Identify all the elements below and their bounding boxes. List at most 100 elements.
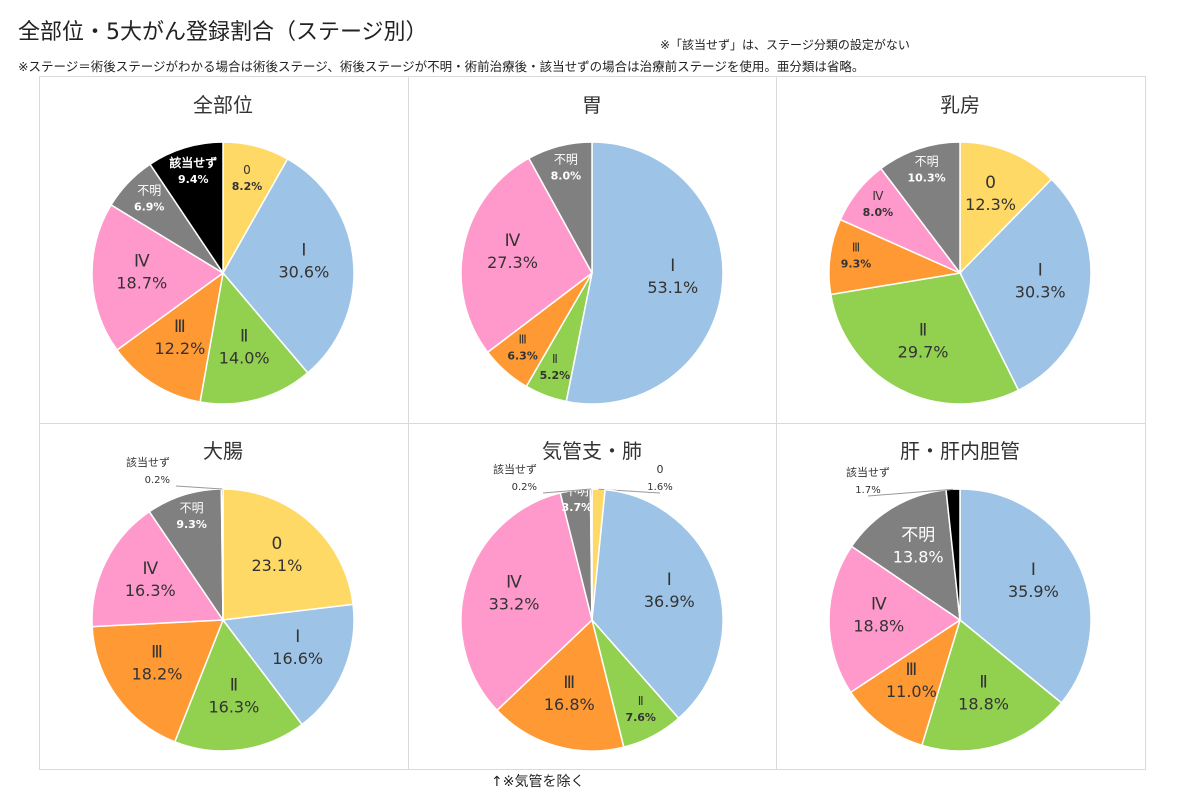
pie-slice-iii xyxy=(828,218,963,296)
slice-value-label: 23.1% xyxy=(251,556,302,575)
pie-slice-iv xyxy=(460,157,593,354)
chart-title: 肝・肝内胆管 xyxy=(900,439,1020,463)
pie-slice-i xyxy=(591,488,724,720)
slice-label: Ⅲ xyxy=(563,673,575,693)
slice-label: Ⅰ xyxy=(1038,261,1043,281)
slice-value-label: 3.7% xyxy=(562,501,593,514)
pie-slice-na xyxy=(149,141,224,276)
pie-slice-iii xyxy=(115,271,225,403)
slice-value-label: 12.3% xyxy=(965,195,1016,214)
slice-label: 不明 xyxy=(180,501,204,515)
slice-label: Ⅳ xyxy=(142,559,158,579)
slice-label: Ⅱ xyxy=(638,694,644,708)
slice-value-label: 6.9% xyxy=(134,200,165,213)
pie-slice-ii xyxy=(199,271,309,405)
pie-slice-iv xyxy=(828,545,962,694)
slice-value-label: 5.2% xyxy=(540,369,571,382)
slice-label: Ⅰ xyxy=(1031,560,1036,580)
pie-slice-0 xyxy=(222,488,354,621)
slice-label: Ⅲ xyxy=(174,317,186,337)
slice-value-label: 18.7% xyxy=(116,273,167,292)
slice-value-label: 36.9% xyxy=(644,592,695,611)
slice-value-label: 1.7% xyxy=(855,485,880,496)
slice-value-label: 8.2% xyxy=(232,180,263,193)
slice-label: 不明 xyxy=(554,153,578,167)
pie-slice-iv xyxy=(91,510,225,628)
slice-value-label: 18.8% xyxy=(958,695,1009,714)
slice-value-label: 30.6% xyxy=(278,262,329,281)
slice-value-label: 9.3% xyxy=(841,258,872,271)
slice-label: 不明 xyxy=(915,155,939,169)
slice-value-label: 18.2% xyxy=(132,664,183,683)
slice-value-label: 6.3% xyxy=(507,350,538,363)
slice-value-label: 27.3% xyxy=(487,253,538,272)
slice-label: Ⅰ xyxy=(667,570,672,590)
slice-value-label: 11.0% xyxy=(886,682,937,701)
slice-value-label: 53.1% xyxy=(647,278,698,297)
slice-value-label: 9.3% xyxy=(176,518,207,531)
pie-slice-ii xyxy=(173,618,304,752)
pie-chart-5: 気管支・肺 0 1.6% Ⅰ 36.9% Ⅱ 7.6% Ⅲ 16.8% Ⅳ 33.2% 不明 3.7% 該… xyxy=(460,439,724,752)
slice-label: Ⅳ xyxy=(872,189,883,203)
slice-value-label: 33.2% xyxy=(489,594,540,613)
slice-value-label: 18.8% xyxy=(853,617,904,636)
slice-label: 不明 xyxy=(565,484,589,498)
na-definition-note: ※「該当せず」は、ステージ分類の設定がない xyxy=(660,38,910,52)
chart-title: 全部位 xyxy=(193,93,253,117)
slice-label: 該当せず xyxy=(493,462,537,476)
grid-divider-horizontal xyxy=(40,423,1145,424)
chart-grid xyxy=(39,76,1146,770)
pie-slice-unknown xyxy=(879,141,961,276)
slice-label: Ⅱ xyxy=(240,326,248,346)
slice-label: Ⅰ xyxy=(301,240,306,260)
leader-line xyxy=(175,485,223,490)
slice-value-label: 29.7% xyxy=(898,342,949,361)
pie-chart-2: 胃 Ⅰ 53.1% Ⅱ 5.2% Ⅲ 6.3% Ⅳ 27.3% 不明 8.0% xyxy=(460,93,724,405)
pie-slice-iii xyxy=(91,619,225,743)
slice-label: 0 xyxy=(243,163,251,177)
slice-value-label: 35.9% xyxy=(1008,582,1059,601)
slice-value-label: 12.2% xyxy=(154,339,205,358)
pie-slice-iv xyxy=(91,203,225,352)
slice-value-label: 14.0% xyxy=(219,348,270,367)
footer-note: ↑※気管を除く xyxy=(491,774,585,790)
pie-slice-i xyxy=(221,603,355,726)
slice-label: 0 xyxy=(271,534,282,554)
chart-title: 胃 xyxy=(582,93,602,117)
stage-definition-note: ※ステージ＝術後ステージがわかる場合は術後ステージ、術後ステージが不明・術前治療… xyxy=(18,59,865,74)
page-title: 全部位・5大がん登録割合（ステージ別） xyxy=(18,20,428,45)
pie-chart-6: 肝・肝内胆管 Ⅰ 35.9% Ⅱ 18.8% Ⅲ 11.0% Ⅳ 18.8% 不明 13.8% 該当せ… xyxy=(828,439,1092,752)
pie-slice-ii xyxy=(829,272,1020,405)
chart-title: 気管支・肺 xyxy=(542,439,642,463)
slice-label: 該当せず xyxy=(126,455,170,469)
pie-slice-i xyxy=(565,141,724,405)
slice-value-label: 0.2% xyxy=(145,475,170,486)
slice-label: 不明 xyxy=(137,183,161,197)
pie-slice-i xyxy=(959,488,1092,704)
slice-label: Ⅲ xyxy=(852,241,860,255)
slice-label: Ⅱ xyxy=(230,676,238,696)
pie-slice-ii xyxy=(920,618,1063,752)
slice-value-label: 0.2% xyxy=(512,482,537,493)
pie-slice-iii xyxy=(496,618,625,752)
slice-label: 不明 xyxy=(901,525,935,545)
slice-value-label: 30.3% xyxy=(1015,283,1066,302)
slice-value-label: 16.3% xyxy=(208,698,259,717)
slice-label: Ⅳ xyxy=(871,595,887,615)
pie-slice-iv xyxy=(460,491,593,712)
pie-chart-4: 大腸 0 23.1% Ⅰ 16.6% Ⅱ 16.3% Ⅲ 18.2% Ⅳ 16.3% 不明 9.3% 該当… xyxy=(91,439,355,752)
slice-label: Ⅰ xyxy=(295,627,300,647)
slice-label: Ⅱ xyxy=(979,673,987,693)
chart-title: 大腸 xyxy=(203,439,243,463)
pie-chart-3: 乳房 0 12.3% Ⅰ 30.3% Ⅱ 29.7% Ⅲ 9.3% Ⅳ 8.0% 不明 10.3% xyxy=(828,93,1092,405)
slice-value-label: 10.3% xyxy=(908,172,946,185)
slice-label: 0 xyxy=(657,463,664,476)
pie-slice-unknown xyxy=(527,141,593,274)
slice-label: Ⅳ xyxy=(506,572,522,592)
slice-label: Ⅱ xyxy=(919,320,927,340)
slice-label: 0 xyxy=(985,173,996,193)
slice-label: 該当せず xyxy=(846,465,890,479)
pie-chart-1: 全部位 0 8.2% Ⅰ 30.6% Ⅱ 14.0% Ⅲ 12.2% Ⅳ 18.7% 不明 6.9% 該当… xyxy=(91,93,355,405)
slice-label: Ⅰ xyxy=(670,256,675,276)
